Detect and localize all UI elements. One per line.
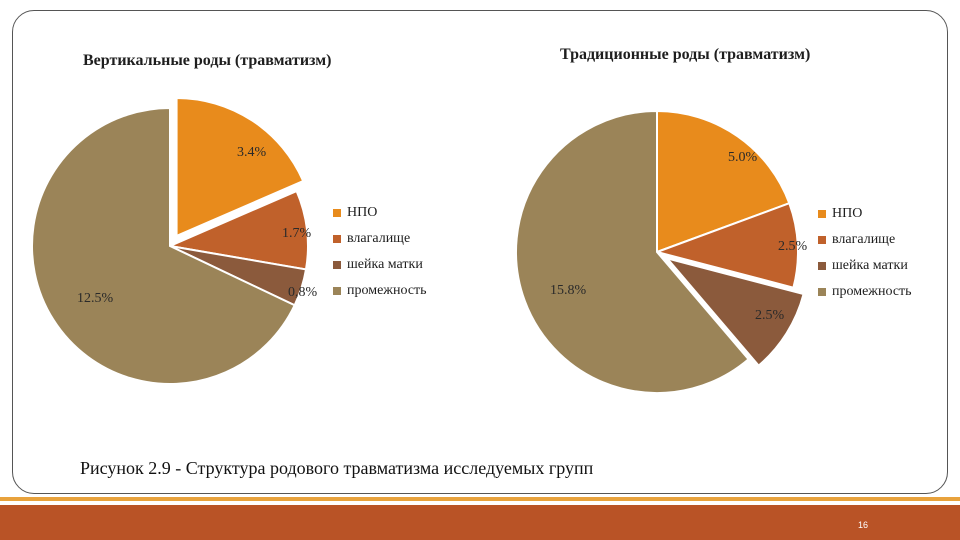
legend-swatch — [333, 261, 341, 269]
page-number: 16 — [858, 520, 869, 530]
legend-label: влагалище — [832, 232, 896, 247]
legend-label: НПО — [832, 206, 863, 221]
data-label: 15.8% — [550, 283, 587, 298]
data-label: 3.4% — [237, 145, 267, 160]
pie-slice — [31, 106, 296, 385]
chart-title-vertical: Вертикальные роды (травматизм) — [83, 52, 332, 69]
legend-item: влагалище — [818, 232, 895, 248]
legend-item: промежность — [818, 284, 912, 300]
bottom-accent-line — [0, 497, 960, 501]
legend-item: НПО — [818, 206, 862, 222]
data-label: 1.7% — [282, 226, 312, 241]
pie-slice — [515, 109, 750, 394]
chart-title-traditional: Традиционные роды (травматизм) — [560, 46, 811, 63]
pie-slice — [656, 109, 791, 254]
pie-0 — [31, 96, 309, 385]
pie-slice — [166, 189, 309, 271]
bottom-band — [0, 505, 960, 540]
legend-item: промежность — [333, 283, 427, 299]
pie-slice — [653, 201, 799, 289]
data-label: 0,8% — [288, 285, 318, 300]
legend-swatch — [818, 210, 826, 218]
data-label: 12.5% — [77, 291, 114, 306]
data-label: 2.5% — [755, 308, 785, 323]
pie-1 — [515, 109, 805, 394]
legend-label: шейка матки — [832, 258, 908, 273]
legend-item: шейка матки — [818, 258, 908, 274]
pie-slice — [175, 96, 305, 238]
legend-label: влагалище — [347, 231, 411, 246]
legend-swatch — [333, 235, 341, 243]
data-label: 2.5% — [778, 239, 808, 254]
legend-label: НПО — [347, 205, 378, 220]
legend-label: промежность — [347, 283, 427, 298]
legend-swatch — [818, 288, 826, 296]
legend-swatch — [818, 236, 826, 244]
legend-swatch — [818, 262, 826, 270]
legend-swatch — [333, 287, 341, 295]
legend-label: шейка матки — [347, 257, 423, 272]
legend-item: влагалище — [333, 231, 410, 247]
legend-item: НПО — [333, 205, 377, 221]
legend-item: шейка матки — [333, 257, 423, 273]
legend-label: промежность — [832, 284, 912, 299]
legend-swatch — [333, 209, 341, 217]
pie-slice — [664, 256, 805, 368]
data-label: 5.0% — [728, 150, 758, 165]
figure-caption: Рисунок 2.9 - Структура родового травмат… — [80, 458, 594, 478]
